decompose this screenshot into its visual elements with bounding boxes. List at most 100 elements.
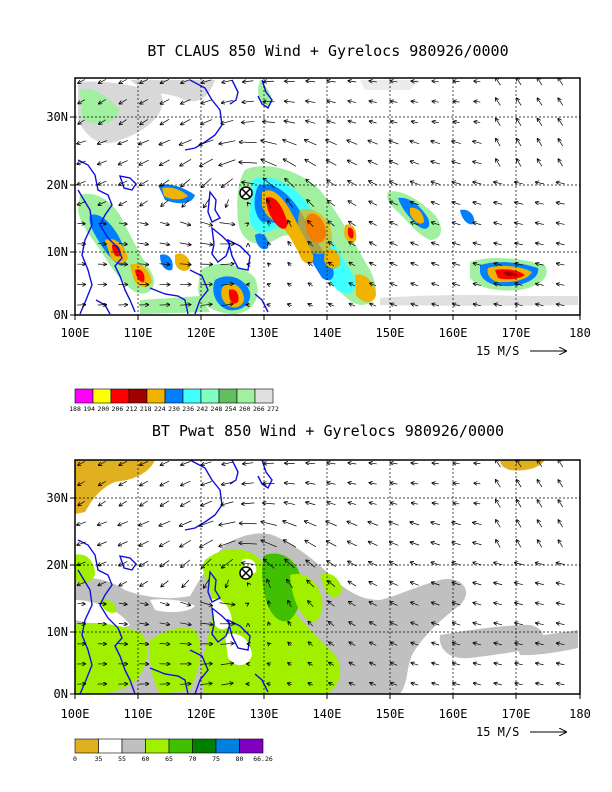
wind-vector [77, 160, 86, 164]
wind-vector [179, 139, 192, 145]
wind-vector [139, 159, 149, 165]
wind-vector [221, 481, 233, 485]
wind-vector [98, 624, 106, 625]
claus-wind-vectors [77, 78, 565, 306]
wind-vector [411, 283, 419, 286]
colorbar-label: 188 [69, 405, 81, 413]
wind-vector [410, 562, 419, 566]
wind-vector [267, 284, 270, 285]
wind-vector [348, 581, 357, 587]
wind-vector [495, 460, 501, 468]
wind-vector [139, 223, 148, 225]
wind-vector [261, 159, 277, 167]
pwat-x-tick: 150E [376, 707, 405, 721]
wind-vector [473, 522, 482, 524]
wind-vector [118, 140, 128, 144]
wind-vector [347, 160, 358, 166]
wind-vector [160, 560, 170, 567]
wind-vector [159, 520, 171, 526]
wind-vector [119, 180, 128, 185]
wind-vector [219, 603, 235, 605]
wind-vector [139, 603, 148, 605]
wind-vector [517, 139, 522, 147]
wind-vector [556, 263, 565, 265]
wind-vector [516, 78, 522, 86]
wind-vector [494, 182, 503, 184]
colorbar-label: 254 [225, 405, 237, 413]
colorbar-swatch [236, 388, 256, 404]
wind-vector [515, 603, 523, 605]
wind-vector [267, 683, 271, 684]
wind-vector [390, 121, 398, 123]
wind-vector [558, 500, 563, 508]
claus-x-tick: 150E [376, 326, 405, 340]
wind-vector [494, 284, 502, 286]
pwat-panel: BT Pwat 850 Wind + Gyrelocs 980926/0000 [46, 422, 591, 763]
claus-x-tick: 110E [124, 326, 153, 340]
colorbar-swatch [192, 738, 217, 754]
wind-vector [536, 683, 544, 685]
wind-vector [159, 243, 170, 245]
wind-vector [328, 581, 336, 587]
wind-vector [452, 602, 461, 605]
claus-cloud-shading [78, 80, 578, 314]
wind-vector [306, 81, 316, 82]
wind-vector [98, 244, 106, 245]
wind-vector [327, 180, 336, 187]
wind-vector [159, 264, 170, 265]
wind-vector [119, 500, 127, 506]
wind-vector [515, 243, 523, 245]
wind-vector [261, 140, 277, 145]
wind-vector [411, 622, 419, 626]
wind-vector [556, 223, 565, 225]
wind-vector [77, 581, 86, 585]
wind-vector [78, 461, 86, 465]
colorbar-swatch [168, 738, 193, 754]
wind-vector [201, 481, 212, 485]
wind-vector [390, 602, 398, 606]
wind-vector [221, 178, 234, 188]
wind-vector [239, 523, 257, 524]
wind-vector [473, 663, 482, 665]
pwat-y-tick: 0N [54, 687, 68, 701]
wind-vector [473, 542, 482, 544]
wind-vector [268, 622, 269, 625]
claus-colorbar: 188 194 200 206 212 218 224 230 236 242 248 254 260 2… [69, 388, 279, 413]
wind-vector [432, 121, 439, 122]
wind-vector [201, 178, 212, 187]
wind-vector [390, 304, 398, 306]
wind-vector [181, 178, 191, 187]
wind-vector [181, 480, 191, 485]
wind-vector [494, 623, 503, 625]
wind-vector [411, 602, 419, 606]
wind-vector [556, 663, 565, 665]
wind-vector [180, 221, 190, 225]
wind-vector [473, 161, 482, 163]
wind-vector [161, 580, 169, 587]
claus-reference-vector: 15 M/S [476, 344, 566, 358]
wind-vector [496, 540, 501, 548]
wind-vector [370, 304, 377, 306]
wind-vector [140, 79, 149, 83]
colorbar-label: 194 [83, 405, 95, 413]
wind-vector [369, 463, 377, 464]
wind-vector [515, 182, 524, 184]
wind-vector [268, 263, 270, 265]
wind-vector [243, 463, 254, 464]
wind-vector [369, 242, 377, 247]
wind-vector [306, 179, 316, 187]
colorbar-label: 65 [165, 755, 173, 763]
colorbar-label: 260 [239, 405, 251, 413]
wind-vector [494, 304, 502, 306]
colorbar-swatch [215, 738, 240, 754]
wind-vector [329, 304, 335, 306]
wind-vector [368, 161, 378, 165]
pwat-reference-vector-label: 15 M/S [476, 725, 519, 739]
wind-vector [160, 179, 170, 186]
wind-vector [284, 483, 295, 484]
wind-vector [411, 683, 419, 685]
colorbar-label: 200 [97, 405, 109, 413]
wind-vector [268, 601, 269, 607]
wind-vector [308, 663, 313, 666]
wind-vector [78, 119, 85, 124]
